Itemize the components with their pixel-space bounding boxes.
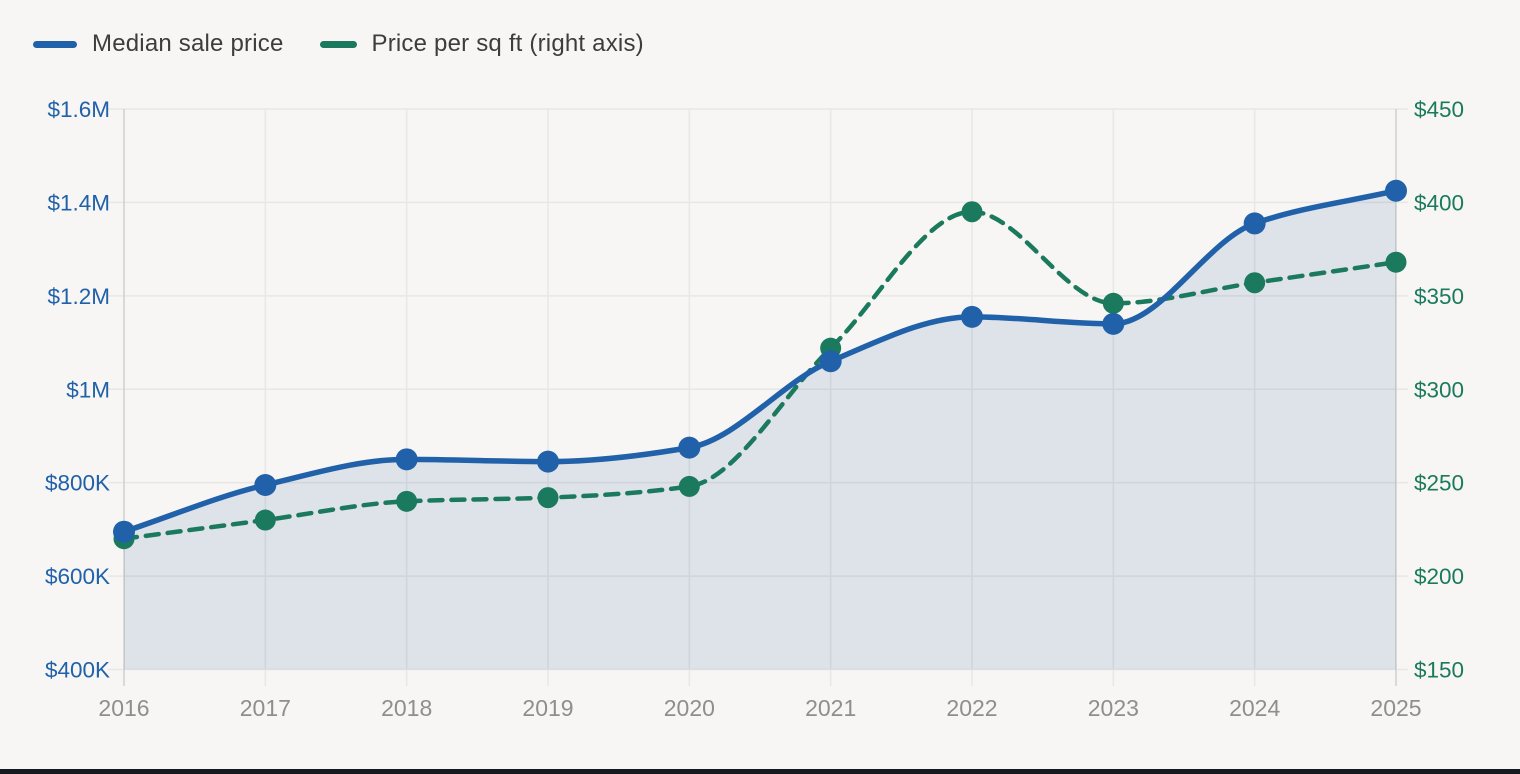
x-axis-tick-label: 2018: [381, 695, 432, 721]
left-axis-tick-label: $1.2M: [47, 284, 110, 309]
legend-swatch-price-per-sqft: [319, 40, 357, 48]
left-axis-tick-label: $800K: [45, 471, 110, 496]
median-sale-price-point-2017[interactable]: [254, 474, 277, 497]
right-axis-tick-label: $250: [1414, 471, 1464, 496]
price-per-sq-ft-right-axis-point-2019[interactable]: [537, 487, 559, 509]
legend-label-price-per-sqft: Price per sq ft (right axis): [371, 30, 644, 57]
x-axis-tick-label: 2020: [664, 695, 715, 721]
price-per-sq-ft-right-axis-point-2025[interactable]: [1385, 251, 1407, 273]
chart-legend: Median sale price Price per sq ft (right…: [33, 30, 644, 58]
legend-item-price-per-sqft[interactable]: Price per sq ft (right axis): [319, 30, 644, 58]
median-sale-price-point-2021[interactable]: [819, 350, 842, 373]
left-axis-tick-label: $400K: [45, 658, 110, 683]
price-per-sq-ft-right-axis-point-2017[interactable]: [254, 509, 276, 531]
right-axis-tick-label: $300: [1414, 377, 1464, 402]
left-axis-tick-label: $1.6M: [47, 97, 110, 122]
x-axis-tick-label: 2016: [98, 695, 149, 721]
median-sale-price-point-2016[interactable]: [113, 520, 135, 543]
left-axis-tick-label: $1.4M: [47, 190, 110, 215]
median-sale-price-point-2018[interactable]: [395, 448, 418, 471]
median-sale-price-point-2019[interactable]: [537, 450, 559, 473]
legend-item-median-sale-price[interactable]: Median sale price: [33, 30, 284, 58]
right-axis-tick-label: $400: [1414, 190, 1464, 215]
median-sale-price-point-2020[interactable]: [678, 436, 701, 459]
x-axis-tick-label: 2025: [1370, 695, 1421, 721]
median-sale-price-point-2022[interactable]: [961, 305, 983, 328]
median-sale-price-line: [121, 187, 1399, 535]
legend-label-median-sale-price: Median sale price: [92, 30, 284, 57]
x-axis-tick-label: 2022: [946, 695, 997, 721]
median-sale-price-point-2023[interactable]: [1102, 312, 1125, 335]
left-axis-tick-label: $1M: [66, 377, 110, 402]
median-sale-price-point-2024[interactable]: [1243, 212, 1266, 235]
x-axis-tick-label: 2019: [522, 695, 573, 721]
x-axis-tick-label: 2024: [1229, 695, 1280, 721]
price-per-sq-ft-right-axis-point-2018[interactable]: [396, 490, 418, 512]
right-axis-tick-label: $350: [1414, 284, 1464, 309]
legend-swatch-median-sale-price: [33, 40, 77, 48]
right-axis-tick-label: $200: [1414, 564, 1464, 589]
x-axis-tick-label: 2017: [240, 695, 291, 721]
bottom-edge-bar: [0, 769, 1520, 774]
price-per-sq-ft-right-axis-point-2020[interactable]: [678, 475, 700, 497]
price-per-sq-ft-right-axis-point-2024[interactable]: [1244, 272, 1266, 294]
right-axis-tick-label: $450: [1414, 97, 1464, 122]
x-axis-tick-label: 2023: [1088, 695, 1139, 721]
right-axis-tick-label: $150: [1414, 658, 1464, 683]
left-axis-tick-label: $600K: [45, 564, 110, 589]
x-axis-tick-label: 2021: [805, 695, 856, 721]
price-per-sq-ft-right-axis-point-2023[interactable]: [1102, 292, 1124, 314]
price-per-sq-ft-right-axis-point-2022[interactable]: [961, 201, 983, 223]
median-sale-price-point-2025[interactable]: [1385, 179, 1407, 202]
